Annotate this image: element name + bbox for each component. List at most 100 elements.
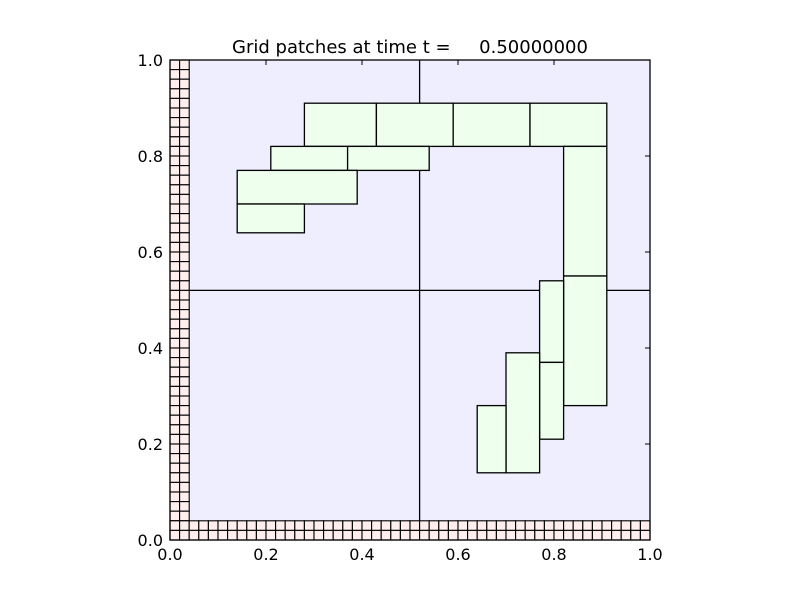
boundary-ghost-cell-left [179,299,190,311]
boundary-ghost-cell-left [169,97,181,109]
boundary-ghost-cell-bottom [169,520,181,531]
boundary-ghost-cell-bottom [198,520,209,531]
boundary-ghost-cell-bottom [534,520,545,531]
chart-title: Grid patches at time t = 0.50000000 [232,37,588,58]
boundary-ghost-cell-bottom [457,520,469,531]
boundary-ghost-cell-bottom [515,529,526,541]
boundary-ghost-cell-left [169,280,181,291]
boundary-ghost-cell-bottom [620,529,632,541]
boundary-ghost-cell-left [169,453,181,464]
boundary-ghost-cell-left [169,270,181,282]
y-tick-label: 0.2 [138,435,163,454]
boundary-ghost-cell-left [179,405,190,416]
boundary-ghost-cell-left [179,472,190,483]
boundary-ghost-cell-left [179,376,190,387]
boundary-ghost-cell-left [169,328,181,339]
boundary-ghost-cell-bottom [438,529,449,541]
boundary-ghost-cell-bottom [332,529,344,541]
boundary-ghost-cell-bottom [601,520,613,531]
y-tick-label: 0.0 [138,531,163,550]
axes-frame [169,59,651,541]
boundary-ghost-cell-left [179,69,190,80]
level2-patch [375,102,454,148]
boundary-ghost-cell-left [179,424,190,435]
boundary-ghost-cell-left [179,107,190,119]
boundary-ghost-cell-bottom [534,529,545,541]
boundary-ghost-cell-bottom [505,529,517,541]
boundary-ghost-cell-bottom [179,529,190,541]
boundary-ghost-cell-left [169,78,181,90]
boundary-ghost-cell-bottom [515,520,526,531]
boundary-ghost-cell-bottom [275,529,286,541]
boundary-ghost-cell-bottom [361,520,373,531]
boundary-ghost-cell-bottom [371,520,382,531]
boundary-ghost-cell-left [169,405,181,416]
boundary-ghost-cell-left [169,472,181,483]
boundary-ghost-cell-bottom [611,520,622,531]
boundary-ghost-cell-bottom [582,529,593,541]
boundary-ghost-cell-left [169,107,181,119]
boundary-ghost-cell-bottom [294,529,305,541]
boundary-ghost-cell-left [169,510,181,522]
boundary-ghost-cell-bottom [630,520,641,531]
boundary-ghost-cell-left [169,501,181,512]
boundary-ghost-cell-bottom [639,520,651,531]
boundary-ghost-cell-bottom [505,520,517,531]
boundary-ghost-cell-left [179,155,190,167]
boundary-ghost-cell-bottom [179,520,190,531]
y-tick-label: 0.8 [138,147,163,166]
boundary-ghost-cell-left [169,251,181,263]
boundary-ghost-cell-left [179,117,190,128]
boundary-ghost-cell-left [179,318,190,330]
boundary-ghost-cell-bottom [495,520,507,531]
boundary-ghost-cell-left [169,462,181,474]
level2-patch [346,145,430,172]
boundary-ghost-cell-bottom [524,520,536,531]
boundary-ghost-cell-left [169,174,181,186]
boundary-ghost-cell-bottom [457,529,469,541]
boundary-ghost-cell-left [169,318,181,330]
boundary-ghost-cell-left [179,491,190,503]
boundary-ghost-cell-bottom [524,529,536,541]
boundary-ghost-cell-left [169,424,181,435]
boundary-ghost-cell-bottom [447,520,459,531]
boundary-ghost-cell-left [179,414,190,426]
boundary-ghost-cell-bottom [246,520,257,531]
level2-patch [505,352,541,474]
boundary-ghost-cell-left [169,433,181,445]
boundary-ghost-cell-bottom [486,520,497,531]
boundary-ghost-cell-bottom [188,520,200,531]
boundary-ghost-cell-bottom [207,529,219,541]
x-tick-label: 0.0 [157,545,182,564]
boundary-ghost-cell-bottom [563,520,574,531]
boundary-ghost-cell-left [169,395,181,407]
boundary-ghost-cell-bottom [323,520,334,531]
boundary-ghost-cell-bottom [351,529,363,541]
boundary-ghost-cell-left [169,155,181,167]
boundary-ghost-cell-left [169,126,181,138]
boundary-ghost-cell-left [179,213,190,224]
boundary-ghost-cell-bottom [265,520,277,531]
boundary-ghost-cell-left [179,251,190,263]
boundary-ghost-cell-left [179,203,190,215]
boundary-ghost-cell-bottom [438,520,449,531]
boundary-ghost-cell-bottom [246,529,257,541]
boundary-ghost-cell-bottom [582,520,593,531]
boundary-ghost-cell-left [169,309,181,320]
boundary-ghost-cell-bottom [447,529,459,541]
boundary-ghost-cell-bottom [428,520,440,531]
boundary-ghost-cell-bottom [543,529,555,541]
boundary-ghost-cell-bottom [380,529,392,541]
boundary-ghost-cell-left [169,145,181,157]
boundary-ghost-cell-left [169,59,181,71]
boundary-ghost-cell-bottom [313,529,325,541]
boundary-ghost-cell-bottom [476,529,488,541]
boundary-ghost-cell-bottom [255,529,267,541]
x-tick-label: 0.8 [541,545,566,564]
boundary-ghost-cell-left [179,97,190,109]
boundary-ghost-cell-bottom [467,520,478,531]
boundary-ghost-cell-bottom [486,529,497,541]
x-tick-label: 1.0 [637,545,662,564]
level2-patch [303,102,378,148]
